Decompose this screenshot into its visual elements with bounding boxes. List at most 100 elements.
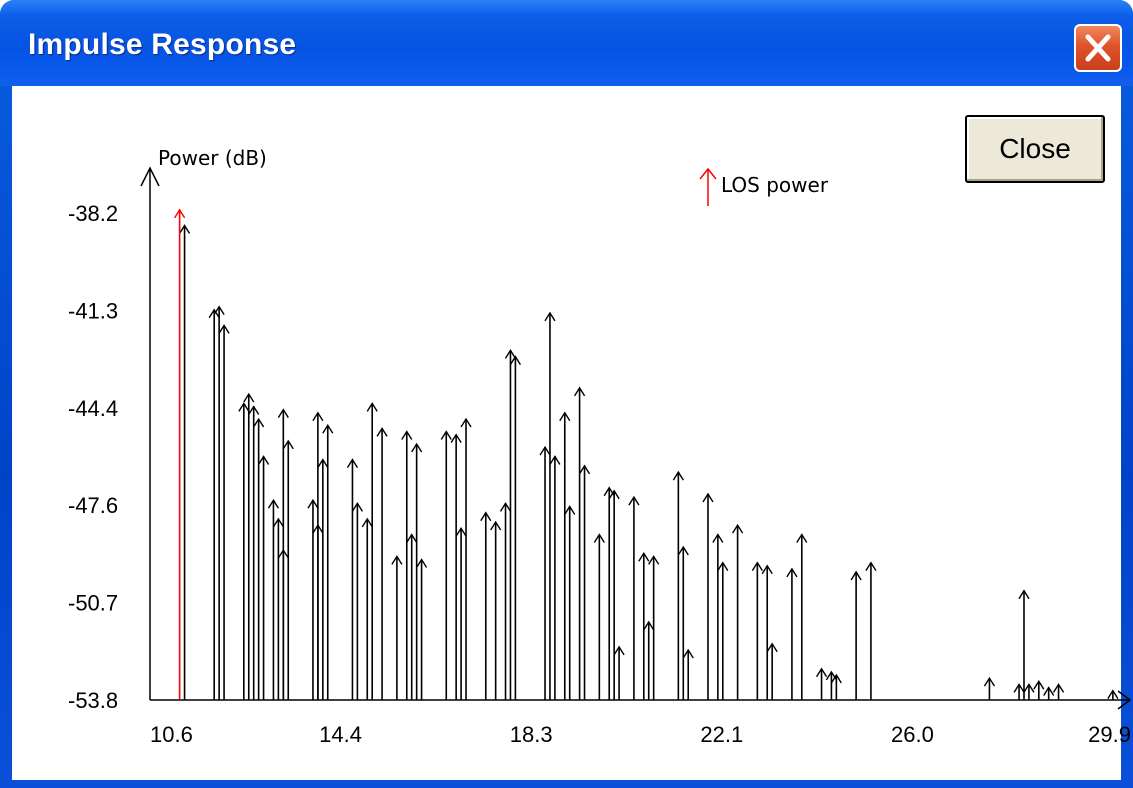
ray-arrow	[732, 523, 744, 700]
ray-arrow	[593, 533, 605, 700]
ray-arrow	[539, 445, 551, 700]
chart-axes	[140, 166, 1132, 710]
ray-arrow	[213, 305, 225, 700]
ray-arrow	[677, 545, 689, 700]
y-tick-label: -47.6	[68, 493, 118, 518]
ray-arrow	[248, 405, 260, 700]
y-axis-arrowhead	[140, 166, 160, 187]
ray-arrow	[450, 433, 462, 700]
y-tick-label: -38.2	[68, 201, 118, 226]
ray-arrow	[272, 517, 284, 700]
ray-arrow	[603, 486, 615, 700]
ray-arrow	[1107, 689, 1119, 700]
ray-arrow	[1018, 589, 1030, 700]
ray-arrow	[366, 402, 378, 700]
ray-arrow	[253, 417, 265, 700]
ray-arrow	[1023, 683, 1035, 700]
ray-arrow	[717, 561, 729, 700]
ray-arrow	[751, 561, 763, 700]
ray-arrow	[1043, 686, 1055, 700]
ray-arrows	[174, 208, 1119, 700]
x-tick-label: 14.4	[319, 722, 362, 747]
ray-arrow	[312, 523, 324, 700]
ray-arrow	[238, 402, 250, 700]
ray-arrow	[322, 423, 334, 700]
ray-arrow	[578, 464, 591, 700]
ray-arrow	[257, 455, 270, 700]
y-tick-label: -53.8	[68, 688, 118, 713]
x-tick-label: 22.1	[700, 722, 743, 747]
ray-arrow	[376, 427, 388, 700]
ray-arrow	[499, 502, 512, 700]
ray-arrow	[277, 548, 289, 700]
x-tick-label: 10.6	[150, 722, 193, 747]
y-tick-label: -41.3	[68, 298, 118, 323]
close-icon[interactable]	[1074, 24, 1122, 72]
x-tick-label: 18.3	[510, 722, 553, 747]
ray-arrow	[564, 505, 576, 700]
ray-arrow	[1013, 683, 1025, 700]
title-bar[interactable]: Impulse Response	[0, 0, 1133, 86]
ray-arrow	[608, 489, 620, 700]
ray-arrow	[415, 558, 428, 700]
ray-arrow	[490, 520, 502, 700]
ray-arrow	[351, 502, 363, 700]
los-arrow	[174, 208, 186, 700]
ray-arrow	[573, 386, 586, 700]
ray-arrow	[672, 470, 684, 700]
ray-arrow	[702, 492, 714, 700]
legend-arrow-head	[699, 167, 717, 180]
ray-arrow	[643, 620, 655, 700]
ray-arrow	[544, 311, 556, 700]
client-area	[12, 86, 1121, 780]
ray-arrow	[361, 517, 373, 700]
ray-arrow	[648, 555, 660, 700]
ray-arrow	[346, 458, 359, 700]
ray-arrow	[865, 561, 877, 700]
x-tick-label: 29.9	[1088, 722, 1131, 747]
los-legend: LOS power	[699, 167, 829, 206]
ray-arrow	[815, 667, 828, 700]
x-axis-arrowhead	[1117, 690, 1132, 710]
chart-labels: -38.2 -41.3 -44.4 -47.6 -50.7 -53.8 10.6 14.4 18…	[68, 146, 1131, 747]
ray-arrow	[628, 495, 640, 700]
legend-label: LOS power	[721, 173, 829, 197]
ray-arrow	[401, 430, 413, 700]
ray-arrow	[1033, 679, 1045, 700]
ray-arrow	[460, 417, 472, 700]
ray-arrow	[504, 349, 517, 700]
ray-arrow	[786, 567, 798, 700]
ray-arrow	[317, 458, 329, 700]
ray-arrow	[480, 511, 492, 700]
ray-arrow	[549, 455, 561, 700]
ray-arrow	[761, 564, 773, 700]
ray-arrow	[406, 533, 418, 700]
y-tick-label: -50.7	[68, 591, 118, 616]
ray-arrow	[243, 392, 255, 700]
ray-arrow	[178, 224, 191, 700]
ray-arrow	[613, 645, 625, 700]
close-button[interactable]: Close	[965, 115, 1105, 183]
ray-arrow	[850, 570, 862, 700]
ray-arrow	[796, 533, 808, 700]
ray-arrow	[218, 324, 230, 700]
ray-arrow	[391, 555, 403, 700]
close-x-glyph	[1085, 34, 1111, 62]
ray-arrow	[638, 551, 650, 700]
ray-arrow	[440, 430, 452, 700]
x-tick-label: 26.0	[891, 722, 934, 747]
ray-arrow	[455, 526, 467, 700]
ray-arrow	[682, 648, 694, 700]
ray-arrow	[830, 673, 842, 700]
ray-arrow	[559, 411, 571, 700]
ray-arrow	[1052, 683, 1065, 700]
y-axis-title: Power (dB)	[158, 146, 267, 170]
ray-arrow	[712, 533, 724, 700]
ray-arrow	[208, 308, 220, 700]
y-tick-label: -44.4	[68, 396, 118, 421]
window-title: Impulse Response	[28, 28, 297, 61]
ray-arrow	[766, 642, 778, 700]
ray-arrow	[983, 676, 996, 700]
